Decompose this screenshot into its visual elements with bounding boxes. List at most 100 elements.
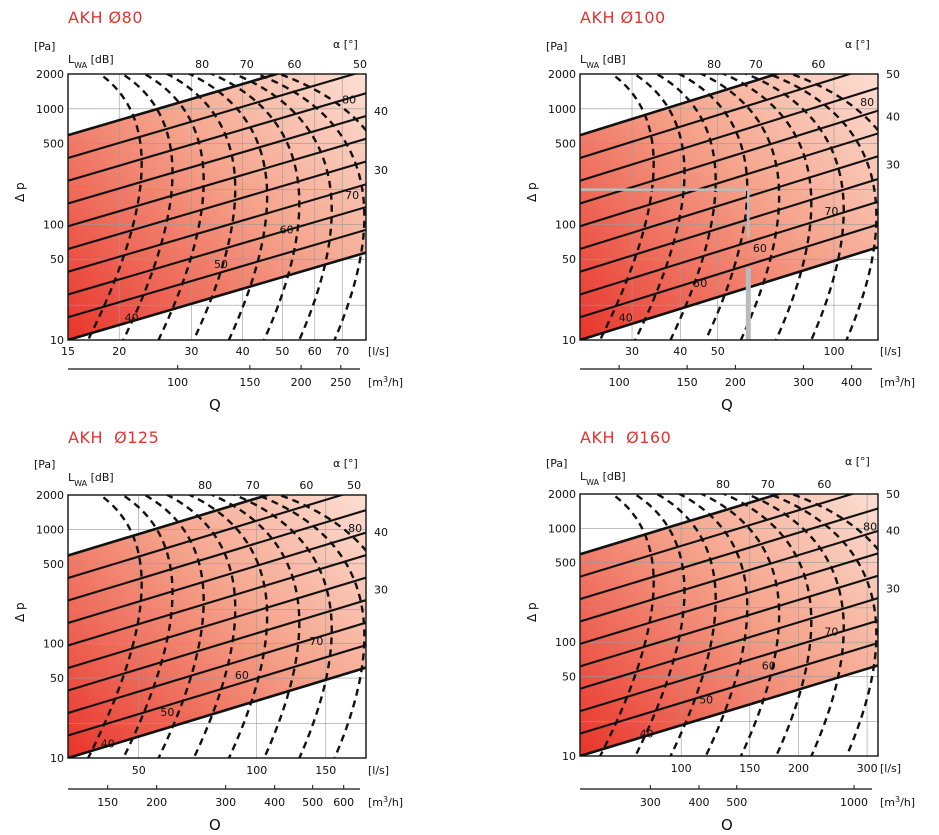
sound-level-curve: [631, 494, 686, 756]
sound-level-curve: [654, 494, 717, 756]
x-tick-label-ls: 60: [308, 345, 322, 358]
damper-angle-curve: [580, 574, 878, 668]
sound-level-curve: [720, 494, 813, 756]
x-tick-label-m3h: 150: [677, 376, 698, 389]
y-tick-label: 1000: [36, 103, 64, 116]
chart-akh-125: 10 50 100 500 1000 2000 50 100 150 150 200 300 400 50…: [13, 457, 403, 830]
sound-level-curve: [598, 74, 655, 340]
lwa-curve-label: 80: [348, 522, 362, 535]
damper-angle-curve: [580, 494, 783, 556]
pa-unit-label: [Pa]: [546, 457, 567, 470]
damper-angle-curve: [580, 664, 878, 756]
x-tick-label-m3h: 500: [726, 796, 747, 809]
ls-unit-label: [l/s]: [368, 345, 389, 358]
sound-level-curves: [86, 495, 366, 758]
sound-level-curve: [698, 494, 781, 756]
y-tick-label: 1000: [548, 103, 576, 116]
y-tick-label: 500: [43, 558, 64, 571]
y-tick-label: 10: [562, 334, 576, 347]
damper-angle-curve: [68, 160, 366, 250]
x-tick-label-ls: 30: [625, 345, 639, 358]
damper-angle-curve: [580, 200, 878, 296]
alpha-curve-label: 60: [287, 58, 301, 71]
lwa-curve-label: 50: [699, 694, 713, 707]
alpha-curve-label: 40: [886, 111, 900, 124]
sound-level-curve: [119, 74, 174, 340]
lwa-label: LWA [dB]: [580, 470, 626, 487]
damper-angle-curve: [68, 183, 366, 273]
system-curves: [68, 74, 366, 340]
alpha-unit-label: α [°]: [333, 38, 358, 51]
x-tick-label-ls: 100: [246, 764, 267, 777]
lwa-curve-label: 40: [619, 311, 633, 324]
lwa-curve-label: 40: [101, 737, 115, 750]
x-tick-label-m3h: 600: [333, 796, 354, 809]
x-tick-label-m3h: 100: [609, 376, 630, 389]
damper-angle-curve: [68, 74, 282, 137]
alpha-curve-label: 30: [374, 584, 388, 597]
x-tick-label-ls: 50: [132, 764, 146, 777]
y-tick-label: 2000: [548, 68, 576, 81]
chart-akh-100: 10 50 100 500 1000 2000 30 40 50 100 100 150 200 300 4…: [525, 38, 915, 414]
lwa-curve-label: 60: [235, 669, 249, 682]
q-axis-label: Q: [721, 816, 733, 830]
m3h-unit-label: [m3/h]: [368, 795, 403, 810]
chart-panel-akh-80: AKH Ø80 10 50 100 500 1000 2000 15 20 30 40 50 60 70…: [0, 0, 469, 415]
lwa-curve-label: 80: [860, 96, 874, 109]
sound-level-curve: [253, 74, 366, 340]
alpha-curve-label: 60: [811, 58, 825, 71]
sound-level-curve: [720, 74, 813, 340]
damper-angle-curve: [580, 132, 878, 228]
chart-title: AKH Ø100: [580, 8, 666, 27]
y-tick-label: 500: [555, 138, 576, 151]
y-tick-label: 2000: [36, 68, 64, 81]
ls-unit-label: [l/s]: [880, 762, 901, 775]
operating-region: [580, 74, 878, 340]
pa-unit-label: [Pa]: [34, 40, 55, 53]
pa-unit-label: [Pa]: [34, 458, 55, 471]
chart-akh-80: 10 50 100 500 1000 2000 15 20 30 40 50 60 70 100 150 20…: [13, 38, 403, 414]
alpha-curve-label: 30: [886, 158, 900, 171]
damper-angle-curve: [68, 495, 272, 557]
x-tick-label-m3h: 400: [841, 376, 862, 389]
dp-axis-label: Δ p: [525, 602, 539, 622]
lwa-curve-label: 70: [824, 205, 838, 218]
m3h-unit-label: [m3/h]: [880, 375, 915, 390]
operating-region: [580, 494, 878, 756]
x-tick-label-m3h: 250: [330, 376, 351, 389]
plot-frame: [67, 494, 367, 759]
sound-level-curves: [598, 74, 878, 340]
lwa-curve-label: 40: [640, 728, 654, 741]
damper-angle-curve: [68, 644, 366, 737]
alpha-curve-label: 30: [374, 164, 388, 177]
y-tick-label: 2000: [36, 489, 64, 502]
sound-level-curve: [742, 74, 845, 340]
chart-title: AKH Ø160: [580, 428, 672, 447]
lwa-curve-label: 60: [753, 242, 767, 255]
sound-level-curve: [654, 74, 717, 340]
sound-level-curve: [208, 495, 301, 758]
x-tick-label-m3h: 400: [688, 796, 709, 809]
sound-level-curve: [142, 495, 205, 758]
sound-level-curves: [86, 74, 366, 340]
damper-angle-curve: [68, 115, 366, 205]
y-tick-label: 2000: [548, 488, 576, 501]
lwa-curve-label: 70: [824, 625, 838, 638]
damper-angle-curve: [68, 228, 366, 319]
x-tick-label-ls: 20: [112, 345, 126, 358]
alpha-curve-label: 70: [240, 58, 254, 71]
lwa-curve-label: 50: [160, 706, 174, 719]
chart-title: AKH Ø125: [68, 428, 160, 447]
dp-axis-label: Δ p: [13, 602, 27, 622]
sound-level-curve: [164, 495, 237, 758]
damper-angle-curve: [68, 554, 366, 647]
alpha-curve-label: 80: [195, 58, 209, 71]
alpha-unit-label: α [°]: [845, 38, 870, 51]
alpha-curve-label: 60: [299, 479, 313, 492]
x-tick-label-ls: 40: [236, 345, 250, 358]
chart-panel-akh-125: AKH Ø125 10 50 100 500 1000 2000 50 100 150 150 20…: [0, 420, 469, 835]
sound-level-curve: [676, 494, 749, 756]
x-tick-label-m3h: 300: [793, 376, 814, 389]
damper-angle-curve: [580, 74, 781, 137]
